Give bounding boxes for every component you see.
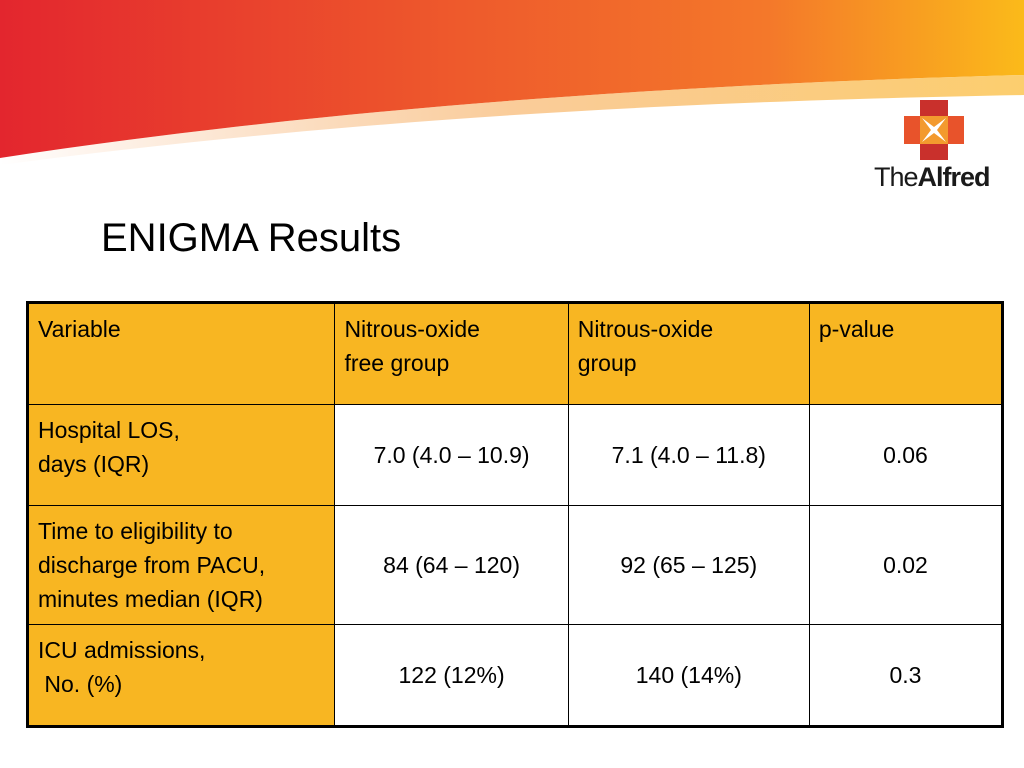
wordmark-name: Alfred: [917, 162, 991, 192]
table-row: Time to eligibility to discharge from PA…: [26, 505, 1004, 625]
header-nitrous-oxide-free: Nitrous-oxide free group: [334, 302, 569, 405]
header-p-value: p-value: [808, 302, 1004, 405]
cell-n2o-group: 7.1 (4.0 – 11.8): [567, 404, 810, 506]
header-line: group: [577, 350, 637, 376]
row-label-icu-admissions: ICU admissions, No. (%): [26, 624, 336, 727]
label-line: minutes median (IQR): [38, 586, 263, 612]
cell-free-group: 7.0 (4.0 – 10.9): [334, 404, 569, 506]
results-table: Variable Nitrous-oxide free group Nitrou…: [26, 301, 1004, 728]
label-line: Hospital LOS,: [38, 417, 180, 443]
label-line: days (IQR): [38, 451, 150, 477]
table-row: Hospital LOS, days (IQR) 7.0 (4.0 – 10.9…: [26, 404, 1004, 506]
label-line: Time to eligibility to: [38, 518, 233, 544]
table-row: ICU admissions, No. (%) 122 (12%) 140 (1…: [26, 624, 1004, 727]
header-line: p-value: [818, 316, 895, 342]
alfred-logo: TheAlfred: [870, 100, 1000, 195]
alfred-wordmark: TheAlfred: [874, 162, 991, 193]
row-label-pacu-discharge: Time to eligibility to discharge from PA…: [26, 505, 336, 625]
cell-free-group: 84 (64 – 120): [334, 505, 569, 625]
cell-p-value: 0.3: [808, 624, 1004, 727]
slide-title: ENIGMA Results: [101, 216, 402, 260]
cell-n2o-group: 92 (65 – 125): [567, 505, 810, 625]
header-line: free group: [344, 350, 450, 376]
header-line: Variable: [38, 316, 121, 342]
header-banner: [0, 0, 1024, 165]
label-line: discharge from PACU,: [38, 552, 266, 578]
header-line: Nitrous-oxide: [577, 316, 714, 342]
alfred-cross-icon: [904, 100, 964, 160]
wordmark-prefix: The: [874, 162, 919, 192]
row-label-hospital-los: Hospital LOS, days (IQR): [26, 404, 336, 506]
header-line: Nitrous-oxide: [344, 316, 480, 342]
cell-p-value: 0.06: [808, 404, 1004, 506]
cell-free-group: 122 (12%): [334, 624, 569, 727]
table-header-row: Variable Nitrous-oxide free group Nitrou…: [26, 302, 1004, 405]
label-line: ICU admissions,: [38, 637, 206, 663]
header-nitrous-oxide: Nitrous-oxide group: [567, 302, 810, 405]
header-variable: Variable: [26, 302, 336, 405]
cell-p-value: 0.02: [808, 505, 1004, 625]
cell-n2o-group: 140 (14%): [567, 624, 810, 727]
label-line: No. (%): [38, 671, 123, 697]
